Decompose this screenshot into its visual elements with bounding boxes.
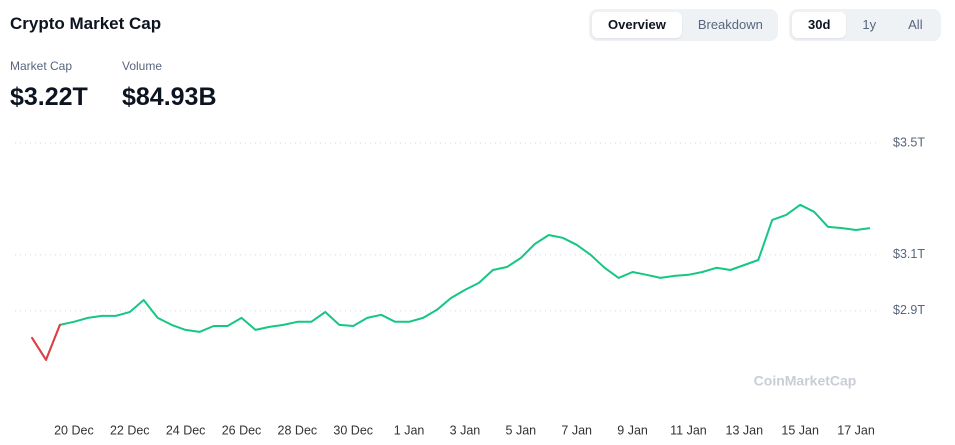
stat-value: $3.22T <box>10 83 88 111</box>
y-tick-label: $3.5T <box>893 135 925 149</box>
view-toggle: Overview Breakdown <box>589 9 778 41</box>
x-tick-label: 17 Jan <box>837 423 875 437</box>
price-line <box>31 203 871 361</box>
watermark: CoinMarketCap <box>754 373 857 389</box>
x-tick-label: 13 Jan <box>726 423 764 437</box>
x-tick-label: 24 Dec <box>166 423 206 437</box>
x-tick-label: 22 Dec <box>110 423 150 437</box>
tab[interactable]: 30d <box>792 12 847 38</box>
range-toggle: 30d 1y All <box>789 9 941 41</box>
x-tick-label: 26 Dec <box>222 423 262 437</box>
x-tick-label: 20 Dec <box>54 423 94 437</box>
tab[interactable]: Breakdown <box>697 17 763 32</box>
x-tick-label: 9 Jan <box>617 423 648 437</box>
price-line-down <box>31 336 47 361</box>
x-tick-label: 15 Jan <box>781 423 819 437</box>
stat-label: Volume <box>122 59 163 73</box>
y-tick-label: $2.9T <box>893 303 925 317</box>
x-tick-label: 5 Jan <box>506 423 537 437</box>
x-tick-label: 1 Jan <box>394 423 425 437</box>
stat-label: Market Cap <box>10 59 73 73</box>
x-tick-label: 3 Jan <box>450 423 481 437</box>
stat-value: $84.93B <box>122 83 217 111</box>
x-tick-label: 11 Jan <box>670 423 707 437</box>
price-line-down <box>45 323 61 361</box>
x-tick-label: 7 Jan <box>561 423 592 437</box>
page-title: Crypto Market Cap <box>10 14 162 33</box>
x-tick-label: 28 Dec <box>278 423 318 437</box>
tab[interactable]: 1y <box>862 17 877 32</box>
tab[interactable]: All <box>908 17 923 32</box>
x-tick-label: 30 Dec <box>333 423 373 437</box>
y-tick-label: $3.1T <box>893 247 925 261</box>
tab[interactable]: Overview <box>592 12 682 38</box>
